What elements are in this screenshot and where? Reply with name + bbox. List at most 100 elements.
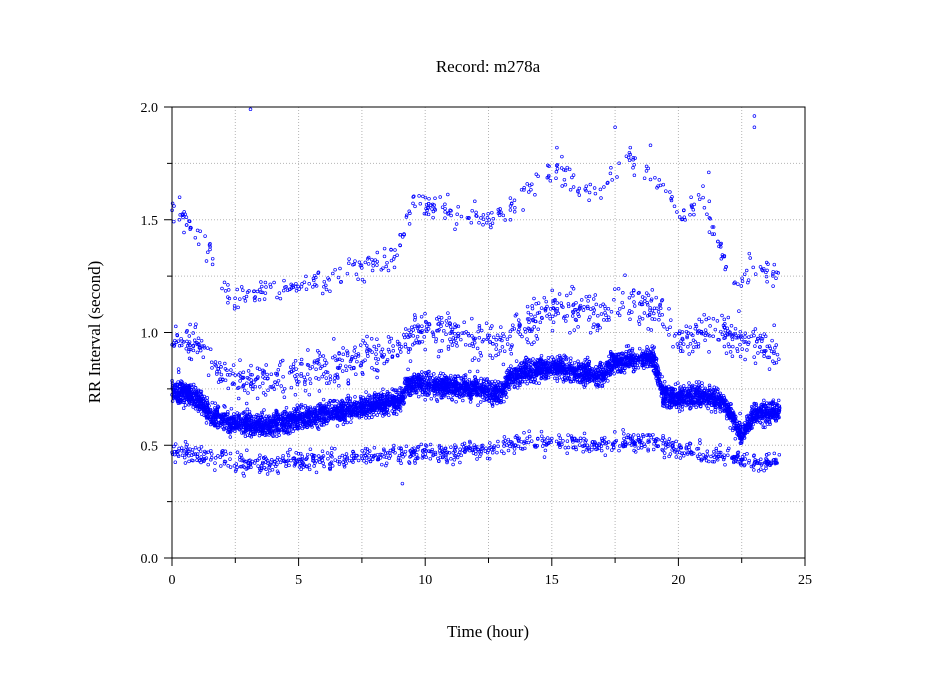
- data-point: [183, 403, 188, 407]
- data-point: [546, 356, 551, 360]
- data-point: [581, 361, 586, 365]
- data-point: [324, 402, 329, 406]
- data-point: [420, 370, 424, 374]
- data-point: [622, 370, 627, 375]
- data-point: [607, 354, 611, 359]
- data-point: [437, 373, 442, 378]
- data-point: [181, 406, 186, 410]
- data-point: [583, 383, 588, 387]
- data-point: [429, 396, 434, 401]
- data-point: [641, 349, 645, 353]
- data-point: [205, 396, 210, 400]
- data-point: [776, 398, 781, 403]
- data-point: [555, 355, 560, 359]
- data-point: [468, 400, 473, 404]
- data-point: [518, 365, 523, 370]
- data-point: [229, 406, 234, 411]
- data-point: [676, 405, 681, 410]
- data-point: [728, 426, 732, 430]
- data-point: [585, 355, 590, 360]
- data-point: [502, 399, 506, 404]
- data-point: [475, 369, 480, 374]
- data-point: [700, 381, 704, 385]
- data-point: [367, 416, 371, 420]
- data-point: [262, 408, 266, 412]
- data-point: [449, 373, 453, 378]
- data-point: [642, 366, 646, 370]
- data-point: [364, 390, 368, 394]
- data-point: [479, 376, 483, 381]
- data-point: [547, 359, 551, 363]
- data-point: [636, 365, 641, 370]
- data-point: [687, 381, 691, 385]
- data-point: [738, 411, 742, 416]
- data-point: [493, 379, 497, 383]
- data-point: [631, 365, 636, 370]
- data-point: [568, 359, 573, 363]
- data-point: [730, 428, 735, 433]
- data-point: [341, 422, 346, 426]
- data-point: [594, 365, 598, 369]
- data-point: [761, 425, 766, 430]
- data-point: [659, 394, 664, 398]
- data-point: [763, 425, 767, 430]
- data-point: [191, 382, 196, 387]
- data-point: [694, 405, 698, 410]
- data-point: [677, 409, 682, 414]
- data-point: [446, 395, 451, 400]
- data-point: [454, 399, 458, 404]
- data-point: [504, 395, 509, 399]
- data-point: [461, 398, 465, 403]
- data-point: [482, 398, 486, 402]
- data-point: [681, 384, 686, 388]
- data-point: [404, 381, 408, 386]
- data-point: [509, 364, 513, 368]
- data-point: [463, 375, 468, 380]
- data-point: [680, 407, 685, 412]
- data-point: [476, 403, 480, 408]
- data-point: [245, 407, 250, 412]
- data-point: [762, 398, 766, 403]
- data-point: [201, 408, 206, 412]
- data-point: [375, 413, 380, 417]
- data-point: [291, 429, 295, 434]
- data-point: [700, 384, 704, 388]
- data-point: [349, 420, 353, 424]
- data-point: [284, 406, 289, 410]
- data-point: [232, 412, 236, 416]
- data-point: [572, 360, 577, 365]
- data-point: [210, 400, 215, 405]
- data-point: [626, 344, 631, 348]
- data-point: [467, 377, 472, 382]
- data-point: [353, 395, 357, 399]
- data-point: [426, 376, 430, 381]
- data-point: [228, 435, 233, 439]
- data-point: [733, 436, 738, 441]
- data-point: [525, 381, 529, 386]
- data-point: [662, 380, 667, 384]
- data-point: [624, 344, 629, 349]
- data-point: [346, 393, 350, 398]
- data-point: [514, 359, 519, 363]
- data-point: [637, 346, 642, 351]
- grid-lines: [172, 107, 805, 558]
- data-point: [539, 353, 544, 358]
- data-point: [204, 421, 209, 425]
- data-point: [416, 394, 421, 399]
- data-point: [432, 372, 436, 376]
- data-point: [706, 406, 710, 411]
- data-point: [495, 401, 499, 406]
- data-point: [301, 406, 306, 410]
- data-point: [720, 408, 725, 413]
- data-point: [345, 420, 349, 425]
- data-point: [650, 344, 655, 348]
- data-point: [233, 429, 237, 434]
- data-point: [368, 413, 372, 417]
- data-point: [537, 381, 541, 385]
- data-points: [170, 107, 782, 486]
- data-point: [645, 345, 649, 349]
- data-point: [213, 401, 217, 406]
- data-point: [478, 400, 483, 404]
- chart-title: Record: m278a: [436, 57, 541, 76]
